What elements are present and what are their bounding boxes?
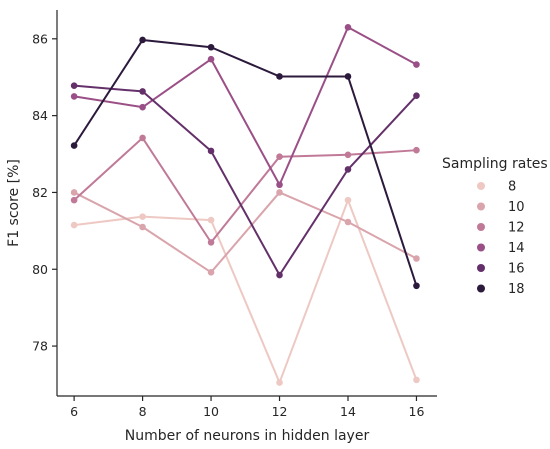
data-point-8 [344,196,352,204]
x-ticks: 6 8 10 12 14 16 [70,396,424,419]
legend-marker [477,182,485,190]
data-point-12 [344,151,352,159]
data-point-12 [207,239,215,246]
legend: Sampling rates 8 10 12 14 16 18 [442,156,548,297]
x-tick-label: 12 [272,404,288,419]
data-point-16 [207,147,215,155]
data-point-8 [70,221,78,229]
data-point-14 [344,23,352,31]
data-point-10 [139,223,146,231]
data-point-16 [276,271,283,279]
data-point-18 [139,36,146,44]
legend-title: Sampling rates [442,156,548,172]
data-point-16 [139,88,146,95]
data-point-16 [413,92,420,99]
x-tick-label: 14 [340,404,356,419]
legend-label: 18 [508,282,525,297]
data-point-14 [70,93,78,100]
data-point-18 [70,142,78,149]
legend-item-18: 18 [477,282,525,297]
legend-label: 8 [508,180,516,195]
data-point-18 [344,73,352,80]
data-point-10 [413,255,420,262]
legend-label: 16 [508,262,525,277]
x-tick-label: 8 [139,404,147,419]
series-8 [70,196,420,386]
y-tick-label: 82 [32,185,48,200]
data-point-18 [413,282,420,290]
legend-item-14: 14 [477,241,525,256]
data-point-10 [344,218,352,226]
legend-items: 8 10 12 14 16 18 [477,180,525,297]
legend-marker [477,223,485,231]
series-line-10 [73,191,417,274]
data-point-18 [207,43,215,51]
x-axis-label: Number of neurons in hidden layer [125,428,370,444]
data-point-12 [70,196,78,204]
series-line-12 [73,136,417,244]
series-10 [70,189,420,276]
data-point-14 [276,181,283,189]
legend-label: 10 [508,200,525,215]
y-tick-label: 80 [32,262,48,277]
x-tick-label: 10 [203,404,219,419]
x-tick-label: 6 [70,404,78,419]
y-tick-label: 78 [32,339,48,354]
legend-label: 12 [508,221,525,236]
series-16 [70,82,420,279]
y-tick-label: 84 [32,108,48,123]
data-point-12 [139,134,146,142]
series-line-16 [74,84,418,277]
legend-marker [477,202,485,211]
data-point-12 [276,153,283,161]
series-layer [70,23,420,386]
series-line-14 [73,26,417,186]
legend-label: 14 [508,241,525,256]
data-point-10 [70,189,78,196]
series-18 [70,36,420,290]
y-axis-label: F1 score [%] [6,159,22,247]
series-14 [70,23,420,189]
data-point-16 [70,82,78,89]
legend-marker [477,284,485,293]
data-point-14 [413,61,420,68]
legend-item-16: 16 [477,262,525,277]
legend-item-10: 10 [477,200,525,215]
legend-item-8: 8 [477,180,516,195]
data-point-10 [207,269,215,276]
data-point-8 [207,216,215,224]
legend-marker [477,243,485,252]
data-point-8 [413,376,420,384]
data-point-12 [413,146,420,154]
data-point-16 [344,166,352,173]
data-point-8 [139,213,146,220]
data-point-8 [276,379,283,386]
axes [56,10,437,397]
y-ticks: 78 80 82 84 86 [32,31,57,354]
legend-marker [477,264,485,272]
series-line-18 [73,38,418,287]
data-point-14 [207,55,215,63]
series-line-8 [73,199,418,384]
legend-item-12: 12 [477,221,525,236]
data-point-14 [139,103,146,111]
data-point-10 [276,189,283,196]
x-tick-label: 16 [409,404,425,419]
data-point-18 [276,73,283,80]
series-12 [70,134,420,246]
y-tick-label: 86 [32,31,48,46]
